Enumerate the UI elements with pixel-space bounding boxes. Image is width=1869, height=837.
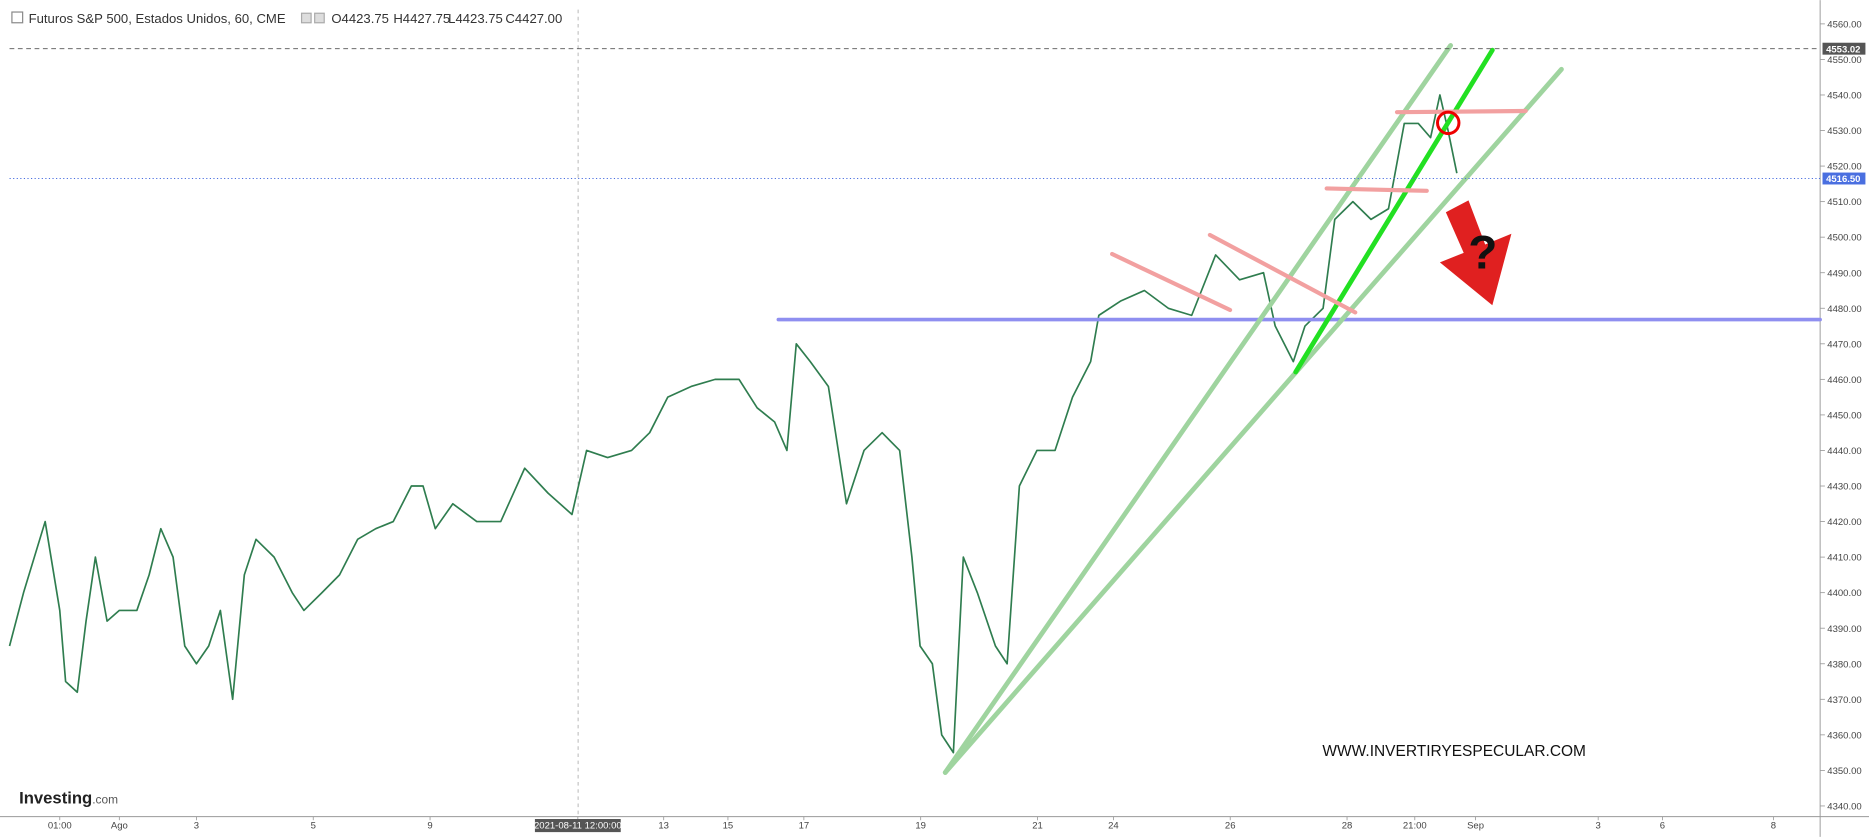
resistance-line <box>1207 232 1358 315</box>
logo-name: Investing <box>19 789 92 808</box>
ohlc-low: L4423.75 <box>448 11 503 26</box>
logo: Investing.com <box>19 789 118 808</box>
x-tick-label: 28 <box>1342 821 1353 832</box>
series-layer <box>8 94 1458 754</box>
y-tick-label: 4340.00 <box>1827 802 1861 813</box>
y-tick-label: 4350.00 <box>1827 766 1861 777</box>
y-tick-label: 4470.00 <box>1827 339 1861 350</box>
y-tick-label: 4430.00 <box>1827 482 1861 493</box>
price-label: 4553.02 <box>1826 44 1860 55</box>
highlight-circle <box>1436 110 1461 136</box>
y-tick-label: 4540.00 <box>1827 91 1861 102</box>
resistance-line <box>1394 108 1528 115</box>
y-tick-label: 4520.00 <box>1827 162 1861 173</box>
price-label: 4516.50 <box>1826 174 1860 185</box>
y-tick-label: 4530.00 <box>1827 126 1861 137</box>
x-tick-label: 17 <box>799 821 810 832</box>
x-tick-label: 26 <box>1225 821 1236 832</box>
x-tick-highlight <box>534 819 621 833</box>
ohlc-high: H4427.75 <box>393 11 450 26</box>
x-tick-label: 2021-08-11 12:00:00 <box>534 821 622 832</box>
trend-line <box>942 66 1564 775</box>
x-tick-label: Sep <box>1467 821 1484 832</box>
drawings <box>776 43 1822 775</box>
resistance-line <box>1324 186 1429 193</box>
x-tick-label: 13 <box>658 821 669 832</box>
y-tick-label: 4550.00 <box>1827 55 1861 66</box>
y-tick-label: 4500.00 <box>1827 233 1861 244</box>
collapse-icon[interactable] <box>11 11 24 24</box>
logo-suffix: .com <box>92 793 118 807</box>
trend-line <box>1293 47 1495 375</box>
x-tick-label: 21 <box>1032 821 1043 832</box>
x-tick-label: Ago <box>111 821 128 832</box>
x-tick-label: 3 <box>194 821 199 832</box>
y-tick-label: 4420.00 <box>1827 517 1861 528</box>
y-tick-label: 4440.00 <box>1827 446 1861 457</box>
eye-icon[interactable] <box>300 12 312 24</box>
x-tick-label: 8 <box>1771 821 1776 832</box>
y-tick-label: 4390.00 <box>1827 624 1861 635</box>
price-label-box <box>1822 42 1866 55</box>
y-tick-label: 4450.00 <box>1827 410 1861 421</box>
website-watermark: WWW.INVERTIRYESPECULAR.COM <box>1322 743 1586 760</box>
question-mark: ? <box>1468 226 1497 279</box>
symbol-title: Futuros S&P 500, Estados Unidos, 60, CME <box>29 11 286 26</box>
y-tick-label: 4510.00 <box>1827 197 1861 208</box>
y-tick-label: 4360.00 <box>1827 730 1861 741</box>
settings-icon[interactable] <box>314 12 325 24</box>
price-label-box <box>1822 172 1866 185</box>
y-tick-label: 4370.00 <box>1827 695 1861 706</box>
x-tick-label: 24 <box>1108 821 1119 832</box>
price-line-series <box>8 94 1458 754</box>
x-tick-label: 3 <box>1596 821 1601 832</box>
resistance-line <box>1110 251 1233 313</box>
x-tick-label: 19 <box>915 821 926 832</box>
x-tick-label: 6 <box>1660 821 1665 832</box>
y-tick-label: 4490.00 <box>1827 268 1861 279</box>
ohlc-open: O4423.75 <box>331 11 389 26</box>
y-tick-label: 4400.00 <box>1827 588 1861 599</box>
y-tick-label: 4410.00 <box>1827 553 1861 564</box>
y-tick-label: 4480.00 <box>1827 304 1861 315</box>
x-tick-label: 21:00 <box>1403 821 1427 832</box>
ohlc-close: C4427.00 <box>505 11 562 26</box>
x-tick-label: 9 <box>427 821 432 832</box>
x-tick-label: 5 <box>311 821 316 832</box>
y-tick-label: 4460.00 <box>1827 375 1861 386</box>
x-tick-label: 15 <box>723 821 734 832</box>
y-tick-label: 4560.00 <box>1827 19 1861 30</box>
down-arrow <box>1439 200 1512 306</box>
x-tick-label: 01:00 <box>48 821 72 832</box>
y-tick-label: 4380.00 <box>1827 659 1861 670</box>
trend-line <box>942 43 1454 775</box>
